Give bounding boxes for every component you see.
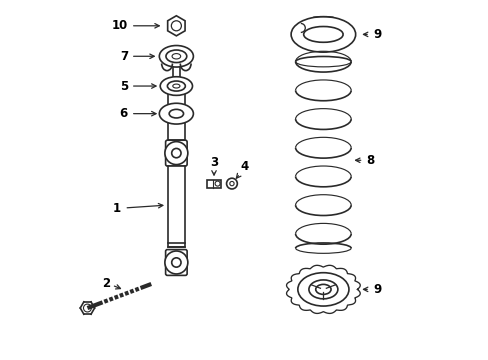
Text: 3: 3 xyxy=(209,156,218,169)
Ellipse shape xyxy=(169,109,183,118)
FancyBboxPatch shape xyxy=(170,84,182,90)
Text: 10: 10 xyxy=(111,19,128,32)
Ellipse shape xyxy=(159,103,193,124)
Polygon shape xyxy=(167,16,184,36)
Circle shape xyxy=(164,251,187,274)
Ellipse shape xyxy=(297,273,348,306)
FancyBboxPatch shape xyxy=(172,49,180,57)
Text: 7: 7 xyxy=(120,50,128,63)
FancyBboxPatch shape xyxy=(168,90,184,140)
Ellipse shape xyxy=(160,77,192,95)
FancyBboxPatch shape xyxy=(206,180,221,188)
Circle shape xyxy=(164,141,187,165)
Circle shape xyxy=(171,148,181,158)
Ellipse shape xyxy=(172,84,180,88)
FancyBboxPatch shape xyxy=(168,166,184,247)
Ellipse shape xyxy=(159,45,193,67)
Text: 4: 4 xyxy=(241,160,249,173)
Text: 9: 9 xyxy=(372,28,380,41)
Ellipse shape xyxy=(165,50,186,63)
FancyBboxPatch shape xyxy=(172,57,180,89)
Ellipse shape xyxy=(308,280,337,299)
Ellipse shape xyxy=(172,54,180,59)
Text: 6: 6 xyxy=(120,107,128,120)
Text: 8: 8 xyxy=(366,154,374,167)
FancyBboxPatch shape xyxy=(165,140,187,166)
Circle shape xyxy=(171,21,181,31)
Ellipse shape xyxy=(315,284,330,294)
Circle shape xyxy=(226,178,237,189)
Text: 1: 1 xyxy=(112,202,121,215)
Circle shape xyxy=(215,181,220,186)
Text: 2: 2 xyxy=(102,278,110,291)
Circle shape xyxy=(229,181,234,186)
Ellipse shape xyxy=(167,81,185,91)
Text: 9: 9 xyxy=(372,283,380,296)
Circle shape xyxy=(83,304,91,312)
Circle shape xyxy=(171,258,181,267)
Text: 5: 5 xyxy=(120,80,128,93)
FancyBboxPatch shape xyxy=(165,249,187,275)
